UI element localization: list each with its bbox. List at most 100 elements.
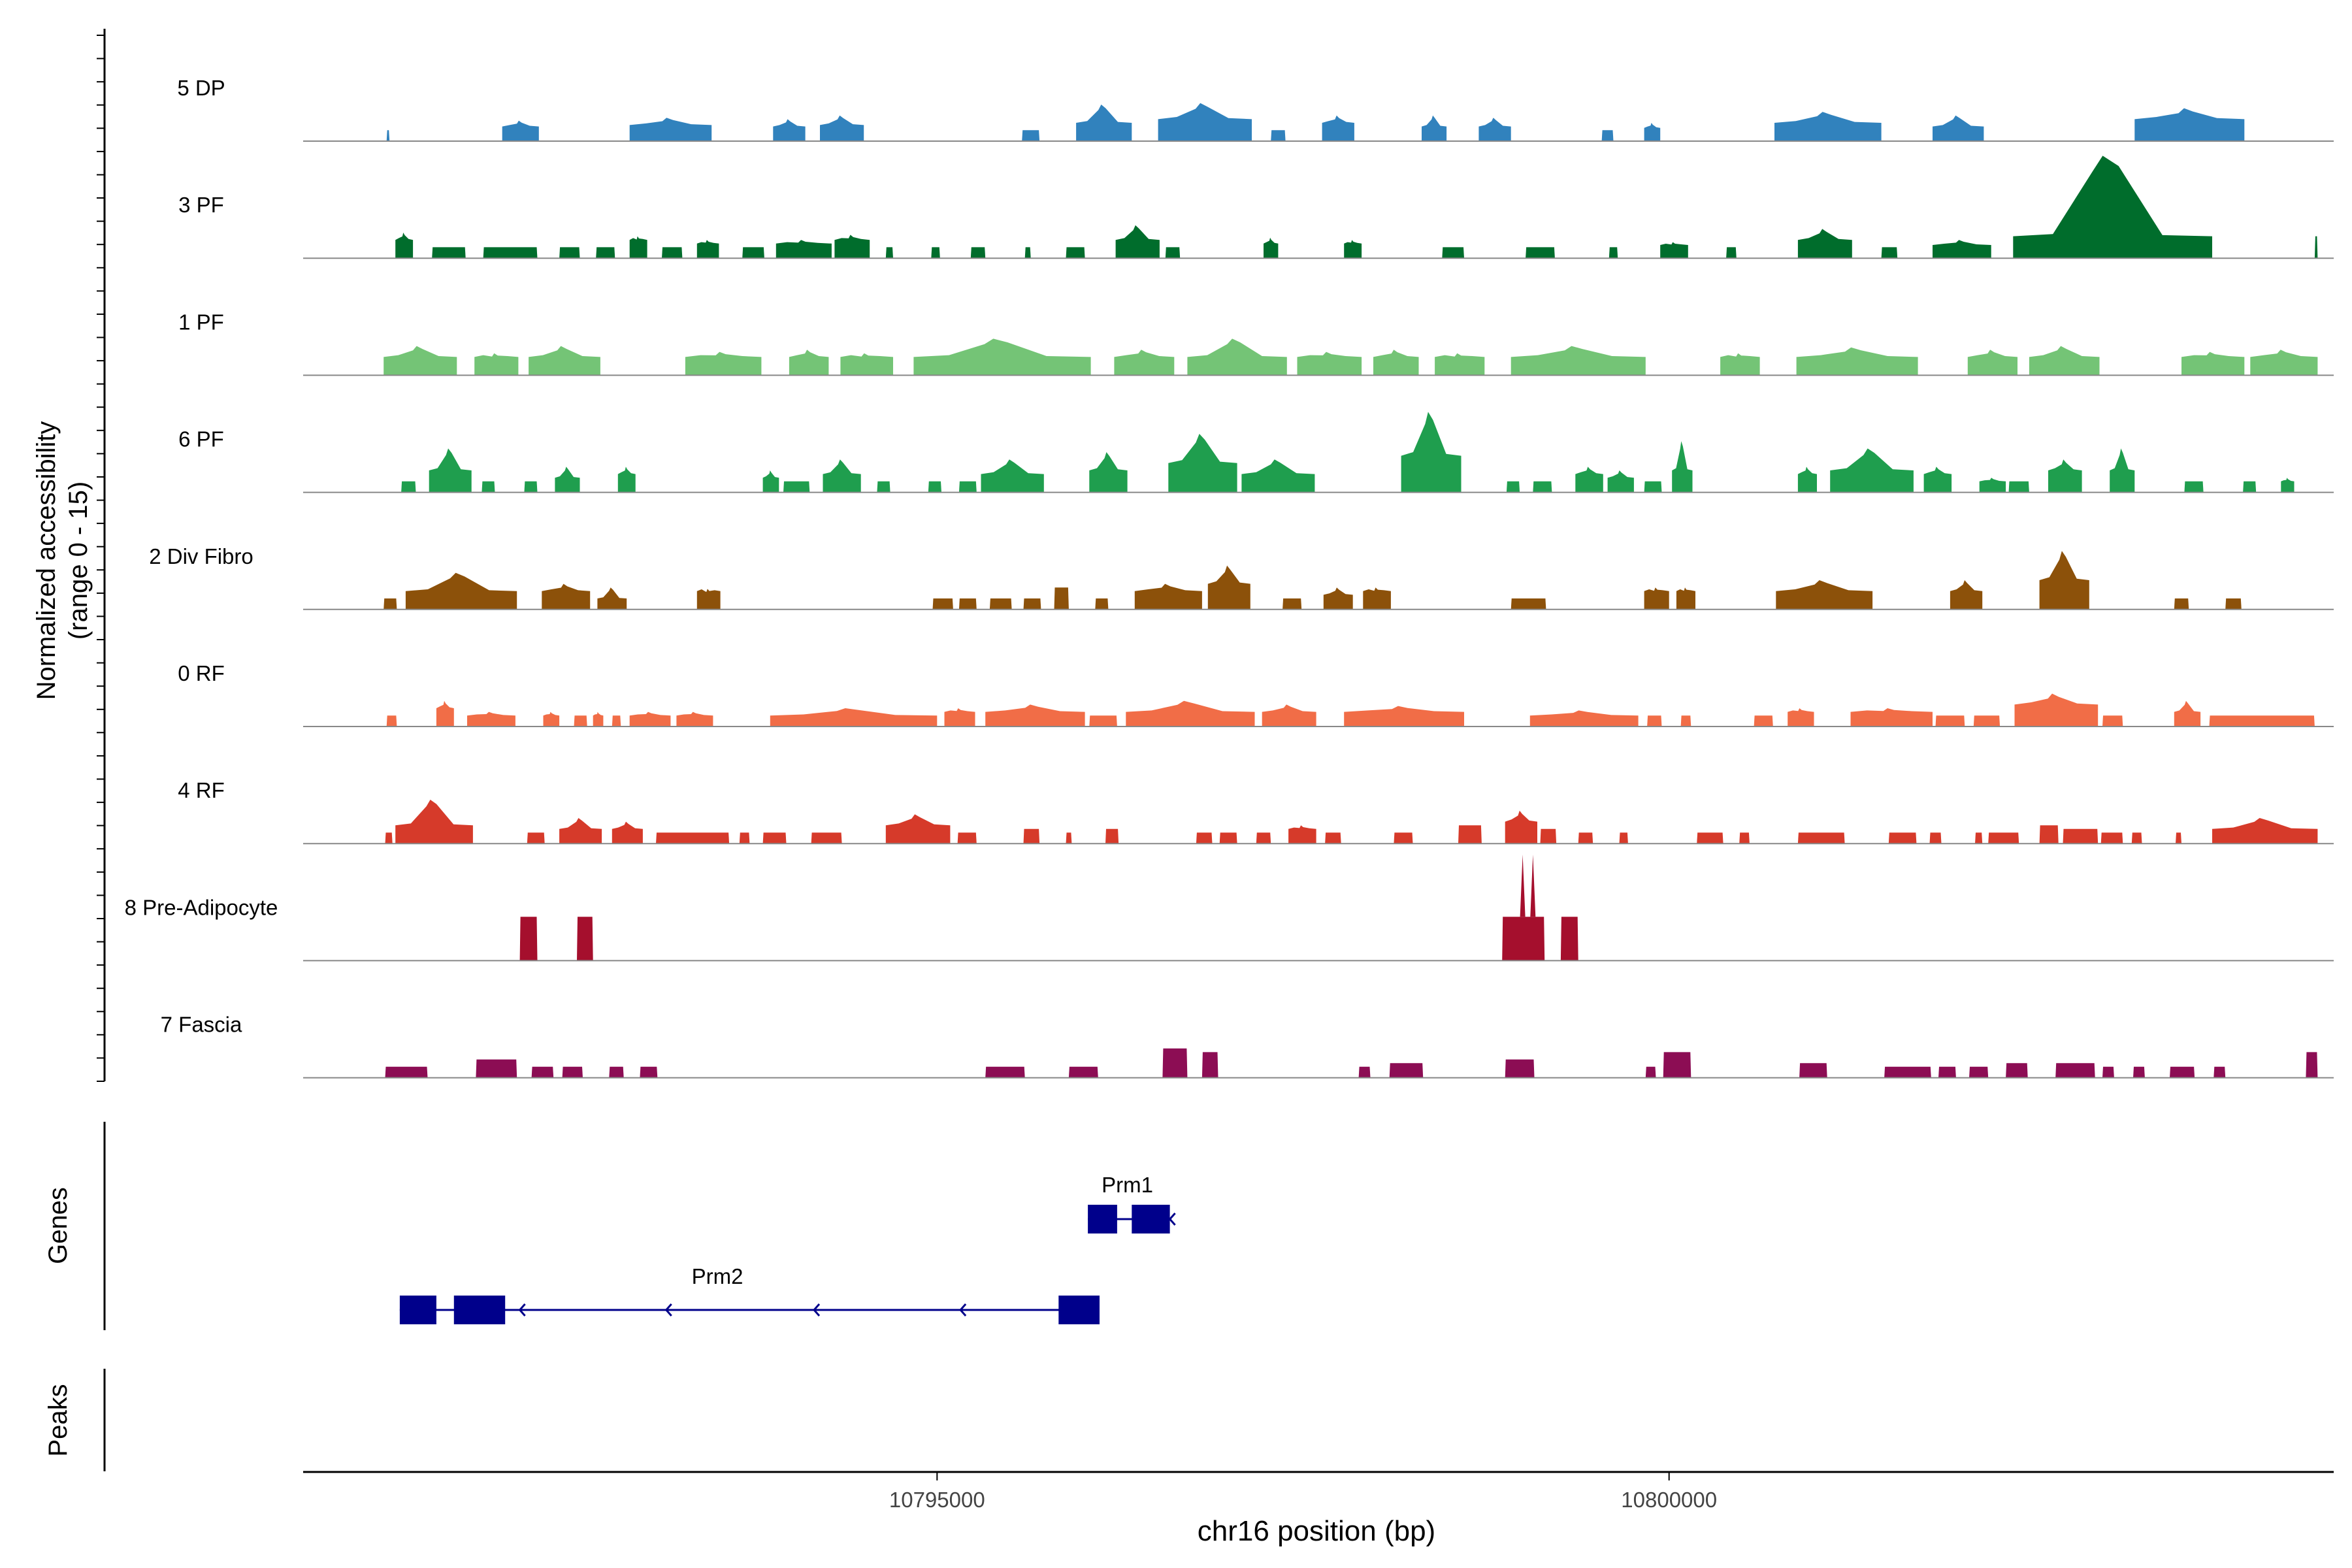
- coverage-spike: [1520, 855, 1526, 917]
- coverage-peak: [2314, 236, 2318, 259]
- coverage-peak: [1358, 1066, 1371, 1078]
- coverage-peak: [1054, 587, 1069, 610]
- coverage-peak: [2170, 1066, 2195, 1078]
- coverage-peak: [2174, 598, 2189, 610]
- coverage-peak: [877, 481, 890, 493]
- coverage-peak: [985, 704, 1085, 727]
- coverage-peak: [2029, 346, 2100, 376]
- coverage-peak: [612, 821, 643, 844]
- coverage-peak: [762, 470, 779, 493]
- coverage-peak: [1609, 247, 1618, 259]
- coverage-peak: [970, 247, 986, 259]
- coverage-peak: [696, 589, 721, 610]
- coverage-peak: [944, 708, 975, 727]
- coverage-peak: [1540, 828, 1557, 844]
- coverage-peak: [559, 818, 602, 844]
- coverage-peak: [1676, 587, 1695, 610]
- gene-label: Prm1: [1102, 1173, 1153, 1197]
- coverage-peak: [2014, 693, 2099, 727]
- coverage-peak: [1720, 353, 1760, 376]
- coverage-peak: [476, 1059, 517, 1078]
- coverage-peak: [2133, 1066, 2145, 1078]
- coverage-peak: [676, 711, 713, 727]
- coverage-peak: [1241, 459, 1315, 493]
- coverage-peak: [932, 598, 953, 610]
- coverage-peak: [1282, 598, 1302, 610]
- coverage-peak: [1526, 247, 1555, 259]
- track-3-pf: 3 PF: [178, 155, 2334, 259]
- coverage-peak: [1647, 715, 1662, 727]
- coverage-peak: [1505, 1059, 1535, 1078]
- coverage-peak: [386, 130, 390, 141]
- coverage-peak: [1511, 598, 1546, 610]
- coverage-peak: [1774, 112, 1882, 141]
- coverage-peak: [1663, 1052, 1691, 1078]
- coverage-peak: [1323, 587, 1353, 610]
- coverage-peak: [2209, 715, 2315, 727]
- coverage-peak: [2174, 700, 2201, 727]
- coverage-peak: [2250, 350, 2318, 376]
- coverage-peak: [656, 832, 730, 844]
- coverage-peak: [958, 598, 977, 610]
- coverage-peak: [436, 700, 454, 727]
- coverage-peak: [2213, 1066, 2226, 1078]
- track-4-rf: 4 RF: [178, 778, 2334, 845]
- coverage-peak: [2055, 1063, 2095, 1078]
- strand-arrow: [959, 1303, 967, 1316]
- coverage-peak: [405, 572, 517, 610]
- coverage-peak: [596, 247, 615, 259]
- gene-prm1: Prm1: [1088, 1173, 1176, 1233]
- coverage-peak: [1196, 832, 1213, 844]
- coverage-peak: [542, 583, 591, 610]
- coverage-peak: [1115, 225, 1160, 259]
- coverage-peak: [1680, 715, 1691, 727]
- coverage-peak: [1422, 115, 1447, 141]
- coverage-peak: [2306, 1052, 2318, 1078]
- track-label: 2 Div Fibro: [149, 544, 253, 568]
- coverage-peak: [1502, 917, 1545, 961]
- coverage-peak: [662, 247, 683, 259]
- coverage-peak: [1089, 452, 1128, 493]
- coverage-peak: [1644, 481, 1662, 493]
- coverage-peak: [574, 715, 587, 727]
- coverage-peak: [1322, 115, 1354, 141]
- track-1-pf: 1 PF: [178, 310, 2334, 376]
- coverage-peak: [762, 832, 787, 844]
- coverage-peak: [2110, 448, 2135, 493]
- coverage-peak: [2176, 832, 2181, 844]
- coverage-peak: [1529, 710, 1639, 727]
- coverage-peak: [1478, 118, 1511, 141]
- coverage-peak: [1165, 247, 1181, 259]
- coverage-peak: [885, 247, 893, 259]
- track-5-dp: 5 DP: [177, 76, 2334, 142]
- coverage-peak: [2134, 108, 2245, 141]
- track-label: 8 Pre-Adipocyte: [125, 895, 278, 919]
- coverage-peak: [1066, 247, 1085, 259]
- gene-exon: [399, 1296, 436, 1324]
- coverage-peak: [609, 1066, 624, 1078]
- gene-track: Prm1 Prm2: [399, 1173, 1176, 1324]
- coverage-peak: [834, 235, 870, 259]
- track-label: 6 PF: [178, 427, 224, 451]
- coverage-peak: [2063, 828, 2099, 844]
- coverage-peak: [1830, 448, 1914, 493]
- coverage-peak: [1644, 587, 1669, 610]
- coverage-peak: [1607, 470, 1634, 493]
- coverage-peak: [1022, 130, 1040, 141]
- coverage-peak: [1134, 583, 1202, 610]
- coverage-peak: [820, 115, 864, 141]
- coverage-peak: [612, 715, 621, 727]
- coverage-peak: [1288, 825, 1316, 844]
- coverage-spike: [1530, 855, 1536, 917]
- track-label: 5 DP: [177, 76, 225, 100]
- coverage-peak: [1458, 825, 1482, 844]
- coverage-peak: [1066, 832, 1072, 844]
- coverage-peak: [2212, 818, 2318, 844]
- coverage-peak: [1881, 247, 1898, 259]
- coverage-peak: [1256, 832, 1271, 844]
- gene-label: Prm2: [692, 1264, 743, 1288]
- coverage-peak: [531, 1066, 554, 1078]
- x-tick-label: 10800000: [1621, 1488, 1717, 1512]
- genes-label: Genes: [44, 1187, 73, 1264]
